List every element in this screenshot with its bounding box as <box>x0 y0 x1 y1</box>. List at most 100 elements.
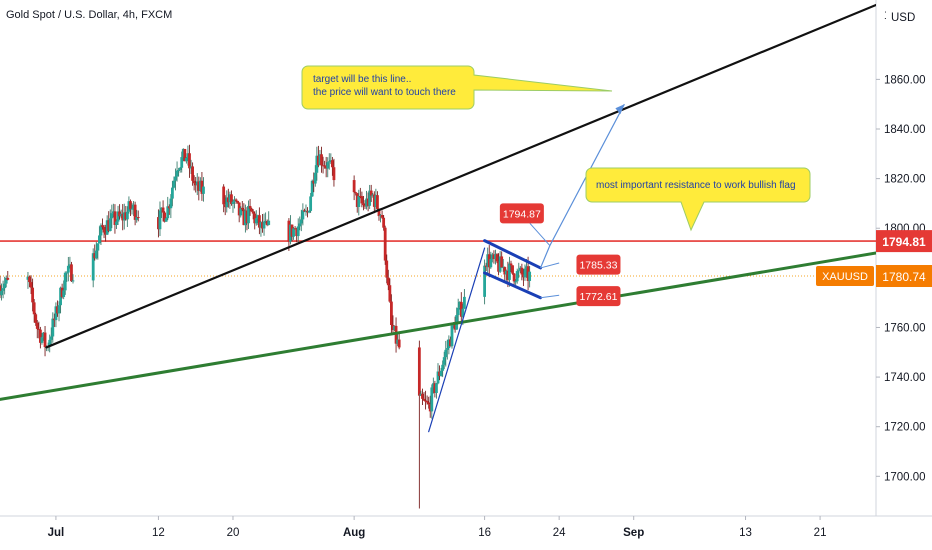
candle-body <box>509 263 513 266</box>
price-tick-label: 1860.00 <box>884 74 926 86</box>
candle-body <box>318 154 322 166</box>
candle-body <box>96 243 100 251</box>
candle-body <box>445 348 449 350</box>
candle-body <box>508 263 511 280</box>
candle-body <box>332 167 336 181</box>
candle-body <box>354 192 358 194</box>
candle-body <box>419 393 423 396</box>
candle-body <box>56 306 59 314</box>
candle-body <box>267 220 271 225</box>
candle-body <box>358 195 362 197</box>
candle-body <box>500 256 504 268</box>
price-annotation-text: 1772.61 <box>579 291 617 303</box>
candle-body <box>296 226 300 237</box>
candle-body <box>438 371 441 376</box>
candle-body <box>122 212 126 221</box>
candle-body <box>369 190 373 196</box>
target-note-callout[interactable] <box>301 65 613 110</box>
candle-body <box>66 265 70 273</box>
price-annotation-badge[interactable] <box>499 203 544 224</box>
candle-body <box>1 288 5 291</box>
candle-body <box>172 180 176 188</box>
candle-body <box>121 213 125 221</box>
resistance-note-callout[interactable] <box>585 167 811 232</box>
candle-body <box>236 200 240 203</box>
candle-body <box>133 204 137 220</box>
candle-body <box>104 232 108 235</box>
flagpole-line <box>428 247 486 433</box>
candle-body <box>108 218 112 232</box>
candle-body <box>362 203 365 206</box>
candle-body <box>329 160 333 162</box>
candle-body <box>244 210 247 226</box>
candle-body <box>463 296 466 309</box>
candle-body <box>303 210 306 212</box>
time-tick-label: 16 <box>478 527 491 539</box>
candle-body <box>515 271 519 282</box>
candle-body <box>160 207 163 211</box>
time-tick-label: Jul <box>48 527 65 539</box>
time-tick-label: Aug <box>343 527 365 539</box>
candle-body <box>439 370 443 376</box>
resistance-price-label: 1794.81 <box>882 235 926 249</box>
candle-body <box>175 170 179 177</box>
candle-body <box>494 254 497 260</box>
candle-body <box>62 290 66 297</box>
candle-body <box>250 208 254 212</box>
candle-body <box>497 261 500 272</box>
candle-body <box>32 302 36 315</box>
price-annotation-text: 1785.33 <box>579 260 617 272</box>
candle-body <box>261 222 264 229</box>
target-note-line1: target will be this line.. <box>313 74 411 85</box>
flag-lower-line <box>483 271 543 300</box>
candle-body <box>35 322 39 329</box>
candle-body <box>118 211 121 217</box>
candle-body <box>239 207 243 216</box>
candle-body <box>312 180 316 184</box>
candle-body <box>101 225 104 227</box>
candle-body <box>374 195 378 207</box>
price-tick-label: 1740.00 <box>884 372 926 384</box>
candle-body <box>456 307 460 316</box>
candle-body <box>183 148 187 162</box>
candle-body <box>490 254 494 259</box>
candle-body <box>483 265 486 297</box>
candle-body <box>352 180 356 193</box>
candle-body <box>59 287 62 306</box>
candle-body <box>379 214 382 217</box>
candle-body <box>501 267 505 269</box>
candle-body <box>189 166 193 169</box>
candle-body <box>498 256 502 272</box>
candle-body <box>292 228 295 237</box>
candle-body <box>427 402 431 405</box>
candle-body <box>26 276 30 280</box>
price-axis[interactable]: 1700.001720.001740.001760.001780.001800.… <box>876 6 932 483</box>
drawings[interactable]: 1794.87 1785.33 1772.61 target will be this… <box>0 3 876 433</box>
price-annotation-badge[interactable] <box>576 286 621 307</box>
candle-body <box>360 196 364 204</box>
candle-body <box>431 383 435 388</box>
candle-body <box>4 277 8 284</box>
candle-body <box>228 194 232 203</box>
candle-body <box>298 223 302 227</box>
candle-body <box>110 213 114 219</box>
candle-body <box>512 273 516 282</box>
time-axis[interactable]: Jul 12 20 Aug 16 24 Sep 13 21 <box>48 516 827 539</box>
badge-pointer-1794 <box>529 223 551 246</box>
candle-body <box>299 219 303 224</box>
candle-body <box>31 287 35 303</box>
candle-body <box>242 209 246 226</box>
candle-body <box>523 268 527 278</box>
price-annotation-badge[interactable] <box>576 254 621 275</box>
candle-body <box>94 250 98 259</box>
candle-body <box>171 187 174 199</box>
candle-body <box>436 371 440 384</box>
candle-body <box>522 274 525 278</box>
candle-body <box>200 180 204 194</box>
candle-body <box>163 212 167 222</box>
candle-body <box>198 180 202 191</box>
candle-body <box>111 211 115 214</box>
flag-upper-line <box>483 239 543 270</box>
candle-body <box>514 281 518 283</box>
